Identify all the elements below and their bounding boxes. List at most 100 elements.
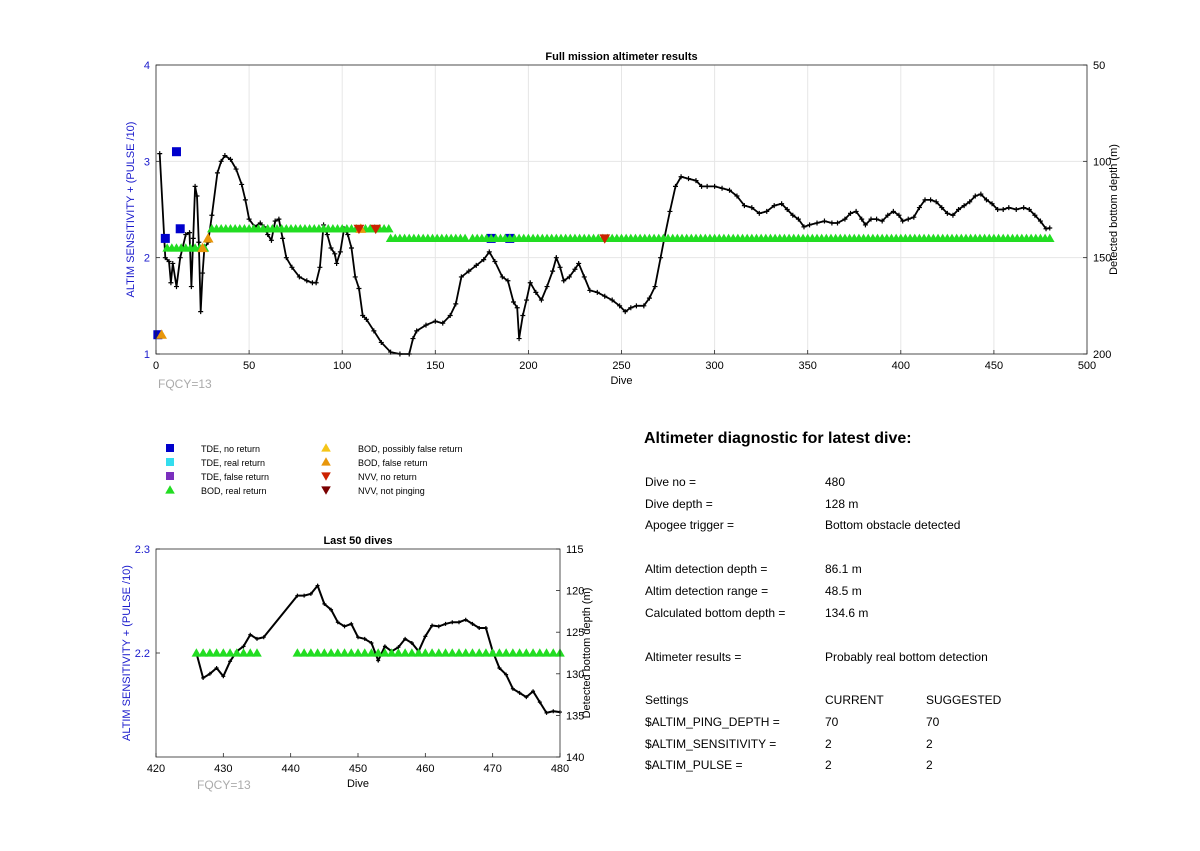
bod-real-return-marker — [521, 648, 532, 657]
bod-real-return-marker — [508, 648, 518, 657]
bottom-depth-point — [628, 305, 634, 311]
bottom-depth-point — [514, 305, 520, 311]
bod-real-return-marker — [211, 648, 222, 657]
bottom-depth-point — [911, 214, 917, 220]
x-tick-label: 430 — [214, 763, 232, 775]
bottom-depth-point — [241, 644, 246, 649]
bod-real-return-marker — [205, 648, 215, 657]
bottom-depth-point — [332, 251, 338, 257]
tde-no-return-marker — [175, 224, 185, 234]
bottom-depth-point — [328, 245, 334, 251]
bod-real-return-marker — [501, 648, 511, 657]
tde-no-return-marker — [160, 233, 170, 243]
bottom-depth-point — [382, 644, 387, 649]
bottom-depth-point — [345, 232, 351, 238]
bod-real-return-marker — [306, 648, 316, 657]
bottom-depth-point — [177, 255, 183, 261]
bod-real-return-marker — [245, 648, 256, 657]
bottom-depth-point — [983, 197, 989, 203]
bod-real-return-legend-marker — [165, 485, 175, 494]
bottom-depth-point — [192, 183, 198, 189]
tde-no-return-legend-marker — [166, 444, 174, 452]
bod-real-return-marker — [514, 648, 525, 657]
bottom-depth-point — [296, 274, 302, 280]
bottom-depth-point — [207, 671, 212, 676]
bottom-depth-point — [214, 665, 219, 670]
bottom-depth-point — [896, 212, 902, 218]
x-tick-label: 460 — [416, 763, 434, 775]
bottom-depth-point — [194, 193, 200, 199]
bod-real-return-marker — [373, 648, 383, 657]
bottom-depth-point — [672, 183, 678, 189]
bottom-depth-point — [304, 278, 310, 284]
bottom-depth-point — [414, 328, 420, 334]
bod-real-return-marker — [393, 648, 404, 657]
y-axis-label-left: ALTIM SENSITIVITY + (PULSE /10) — [121, 565, 133, 741]
y-tick-label-left: 1 — [144, 349, 150, 361]
bottom-depth-point — [1032, 212, 1038, 218]
y-tick-label-right: 100 — [1093, 156, 1111, 168]
bottom-depth-point — [890, 208, 896, 214]
bottom-depth-point — [686, 176, 692, 182]
bottom-depth-point — [423, 322, 429, 328]
y-tick-label-right: 130 — [566, 669, 584, 681]
bod-real-return-marker — [413, 648, 424, 657]
fqcy-annotation: FQCY=13 — [197, 778, 251, 792]
x-tick-label: 350 — [799, 360, 817, 372]
bod-real-return-marker — [238, 648, 249, 657]
bottom-depth-point — [633, 303, 639, 309]
bod-real-return-marker — [420, 648, 431, 657]
bottom-depth-point — [283, 255, 289, 261]
bottom-depth-point — [1021, 205, 1027, 211]
bottom-depth-point — [473, 262, 479, 268]
bod-real-return-marker — [383, 223, 394, 233]
bottom-depth-point — [190, 235, 196, 241]
x-tick-label: 420 — [147, 763, 165, 775]
bottom-depth-point — [403, 636, 408, 641]
nvv-no-return-marker — [370, 224, 382, 235]
bottom-depth-point — [734, 193, 740, 199]
bottom-depth-point — [557, 264, 563, 270]
x-axis-label: Dive — [610, 375, 632, 387]
bottom-depth-point — [756, 210, 762, 216]
bottom-depth-point — [527, 280, 533, 286]
bottom-depth-point — [784, 207, 790, 212]
bottom-depth-point — [1013, 207, 1019, 212]
bottom-depth-point — [561, 278, 567, 284]
bottom-depth-point — [553, 255, 559, 261]
bottom-depth-point — [168, 280, 174, 286]
bottom-depth-point — [771, 203, 777, 209]
bottom-depth-point — [170, 260, 176, 266]
bottom-depth-point — [550, 268, 556, 274]
bod-real-return-marker — [252, 648, 262, 657]
x-tick-label: 200 — [519, 360, 537, 372]
bottom-depth-point — [516, 336, 522, 342]
tde-false-return-legend-marker — [166, 472, 174, 480]
bottom-depth-point — [276, 216, 282, 222]
bottom-depth-point — [829, 220, 835, 226]
bottom-depth-point — [814, 220, 820, 226]
bod-real-return-marker — [339, 648, 350, 657]
bottom-depth-point — [218, 158, 224, 164]
bottom-depth-point — [463, 617, 468, 622]
bottom-depth-point — [483, 626, 488, 631]
bottom-depth-point — [317, 264, 323, 270]
x-tick-label: 500 — [1078, 360, 1096, 372]
x-tick-label: 100 — [333, 360, 351, 372]
x-tick-label: 450 — [985, 360, 1003, 372]
bottom-depth-point — [499, 274, 505, 280]
bottom-depth-point — [233, 166, 239, 172]
bottom-depth-point — [443, 621, 448, 626]
bottom-depth-point — [349, 621, 354, 626]
bottom-depth-point — [255, 636, 259, 641]
bottom-depth-point — [376, 658, 381, 663]
bottom-depth-point — [324, 232, 330, 238]
bottom-depth-point — [978, 191, 984, 197]
bottom-depth-point — [933, 199, 939, 205]
bottom-depth-point — [453, 301, 459, 307]
bottom-depth-point — [510, 686, 515, 691]
bottom-depth-point — [337, 249, 343, 255]
bottom-depth-point — [972, 193, 978, 199]
bod-false-return-marker — [156, 329, 167, 339]
bottom-depth-point — [257, 220, 263, 226]
